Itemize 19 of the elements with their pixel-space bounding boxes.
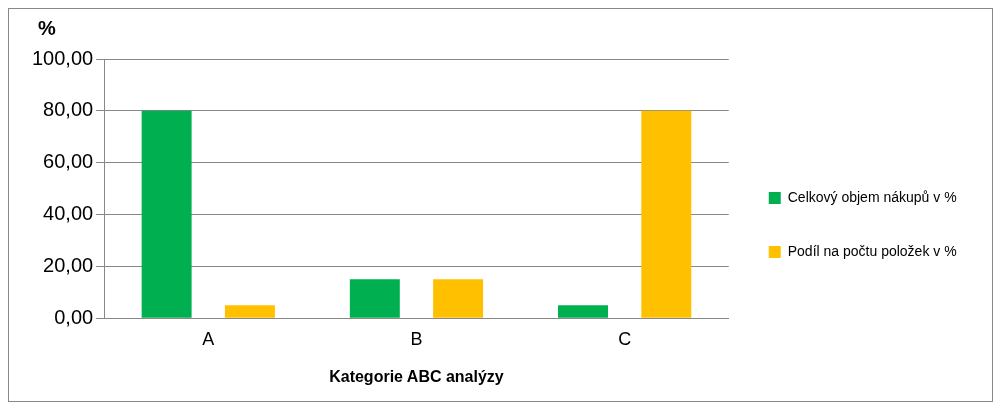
bar: [558, 305, 608, 318]
bar: [224, 305, 275, 318]
bar: [641, 110, 692, 318]
x-axis-title: Kategorie ABC analýzy: [329, 367, 504, 385]
bar: [141, 110, 192, 318]
y-tick-label: 0,00: [54, 305, 94, 328]
y-tick-label: 100,00: [32, 46, 94, 69]
x-tick-label: C: [618, 328, 632, 349]
y-tick-label: 80,00: [43, 98, 94, 121]
bar: [349, 279, 400, 318]
legend-label: Podíl na počtu položek v %: [787, 242, 957, 259]
y-axis-title: %: [38, 16, 57, 39]
y-tick-label: 60,00: [43, 150, 94, 173]
y-tick-label: 40,00: [43, 202, 94, 225]
bar: [433, 279, 484, 318]
x-tick-label: B: [410, 328, 423, 349]
legend-label: Celkový objem nákupů v %: [787, 188, 957, 205]
x-tick-label: A: [202, 328, 215, 349]
y-tick-label: 20,00: [43, 253, 94, 276]
